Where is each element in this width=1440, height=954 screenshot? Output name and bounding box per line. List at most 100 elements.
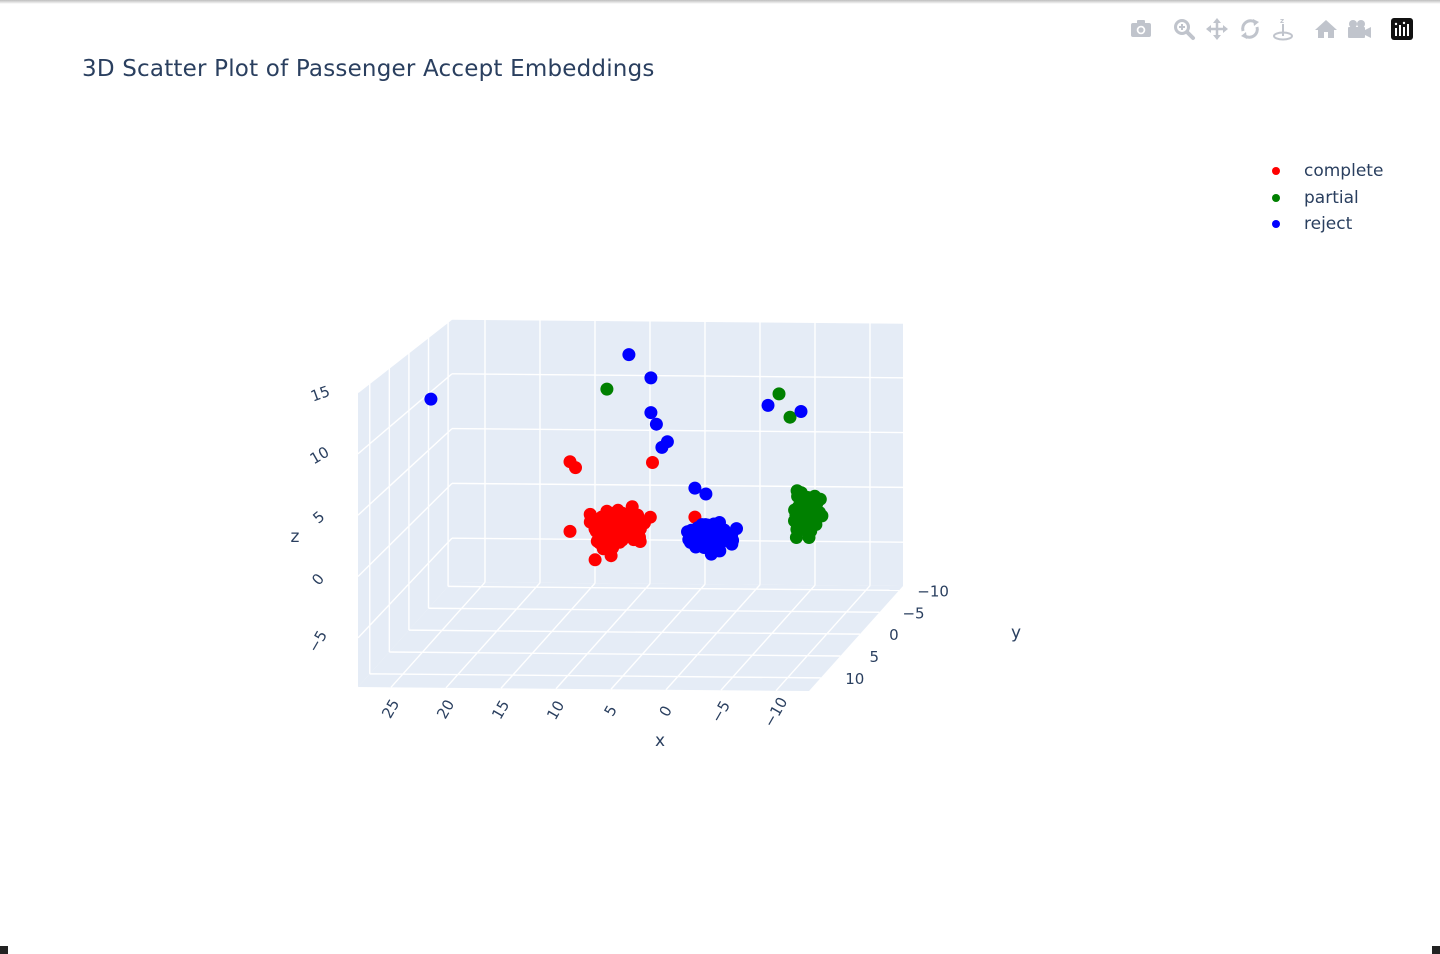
turntable-rotation-icon[interactable]: z [1268, 14, 1298, 44]
point-reject[interactable] [649, 417, 663, 431]
point-complete[interactable] [643, 510, 657, 524]
back-pane [452, 319, 903, 586]
plotly-logo-icon[interactable] [1387, 14, 1417, 44]
point-reject[interactable] [644, 371, 658, 385]
point-reject[interactable] [688, 481, 702, 495]
point-complete[interactable] [569, 461, 582, 475]
y-tick-label: 0 [889, 626, 899, 644]
z-tick-label: 15 [308, 382, 332, 405]
point-complete[interactable] [605, 531, 619, 545]
point-reject[interactable] [660, 435, 674, 449]
svg-text:z: z [1280, 17, 1284, 25]
grid-line-z [451, 537, 904, 543]
legend-swatch [1262, 220, 1290, 229]
point-reject[interactable] [761, 398, 775, 412]
x-tick-label: 10 [543, 697, 568, 723]
point-reject[interactable] [717, 523, 731, 537]
grid-line-z [451, 373, 904, 379]
legend-swatch [1262, 193, 1290, 202]
point-partial[interactable] [783, 410, 797, 424]
grid-line-x [665, 584, 761, 691]
legend-marker-icon [1272, 167, 1280, 176]
x-tick-label: 0 [655, 703, 675, 720]
point-reject[interactable] [424, 392, 438, 406]
grid-line-x [775, 585, 871, 692]
z-tick-label: 10 [307, 443, 333, 468]
grid-line-x [555, 583, 651, 690]
point-partial[interactable] [801, 507, 815, 521]
x-tick-label: 25 [378, 696, 403, 722]
y-axis-title: y [1011, 623, 1021, 643]
legend-item-partial[interactable]: partial [1262, 185, 1383, 212]
point-complete[interactable] [563, 524, 577, 538]
point-reject[interactable] [699, 529, 713, 543]
point-complete[interactable] [606, 507, 620, 521]
legend-item-complete[interactable]: complete [1262, 158, 1383, 185]
grid-line-y [448, 585, 900, 592]
point-reject[interactable] [704, 547, 718, 561]
point-partial[interactable] [802, 531, 816, 544]
z-tick-label: 5 [309, 507, 328, 527]
zoom-icon[interactable] [1169, 14, 1199, 44]
grid-lines [357, 318, 904, 692]
point-reject[interactable] [644, 406, 658, 420]
z-tick-label: 0 [308, 570, 328, 589]
y-tick-label: −5 [902, 604, 924, 622]
point-partial[interactable] [772, 387, 786, 401]
point-reject[interactable] [622, 348, 636, 362]
grid-line-x [720, 584, 816, 691]
window-top-edge [0, 0, 1440, 4]
window-corner-right [1432, 946, 1440, 954]
grid-line-y [389, 651, 841, 657]
plot-modebar: z [1126, 14, 1420, 44]
legend-label: complete [1304, 161, 1384, 182]
data-points [424, 348, 829, 567]
grid-line-z [451, 482, 904, 489]
point-complete[interactable] [646, 456, 659, 469]
grid-line-z [451, 427, 904, 434]
grid-line-z [357, 428, 453, 516]
point-partial[interactable] [600, 382, 614, 396]
z-tick-label: −5 [304, 627, 331, 655]
grid-line-x [610, 583, 706, 690]
legend-marker-icon [1272, 193, 1280, 202]
x-tick-label: −5 [707, 698, 734, 726]
grid-line-y [408, 629, 860, 635]
grid-line-z [451, 318, 904, 324]
legend-item-reject[interactable]: reject [1262, 211, 1383, 238]
legend-swatch [1262, 167, 1290, 176]
legend-label: reject [1304, 214, 1353, 235]
legend-label: partial [1304, 187, 1359, 208]
point-reject[interactable] [699, 487, 713, 501]
chart-title: 3D Scatter Plot of Passenger Accept Embe… [82, 56, 655, 82]
point-complete[interactable] [624, 527, 637, 541]
pan-icon[interactable] [1202, 14, 1232, 44]
y-tick-label: 5 [870, 648, 880, 666]
legend-marker-icon [1272, 220, 1280, 229]
point-partial[interactable] [813, 506, 826, 519]
x-axis-title: x [655, 731, 665, 751]
grid-line-z [357, 373, 453, 455]
x-tick-label: 5 [600, 702, 620, 719]
grid-line-x [445, 582, 541, 689]
point-reject[interactable] [725, 537, 739, 551]
download-plot-camera-icon[interactable] [1126, 14, 1156, 44]
z-axis-title: z [291, 527, 300, 547]
point-complete[interactable] [588, 553, 602, 567]
grid-line-y [428, 607, 880, 613]
y-tick-label: 10 [845, 670, 864, 688]
point-partial[interactable] [789, 531, 803, 544]
y-tick-label: −10 [917, 582, 949, 600]
point-reject[interactable] [794, 405, 808, 418]
legend: complete partial reject [1262, 158, 1383, 238]
reset-camera-last-save-icon[interactable] [1344, 14, 1374, 44]
orbit-rotation-icon[interactable] [1235, 14, 1265, 44]
point-complete[interactable] [631, 515, 645, 529]
point-partial[interactable] [790, 484, 804, 498]
point-complete[interactable] [606, 541, 620, 555]
point-complete[interactable] [595, 538, 609, 552]
x-tick-label: 15 [488, 697, 513, 723]
grid-line-x [390, 581, 486, 688]
reset-camera-home-icon[interactable] [1311, 14, 1341, 44]
